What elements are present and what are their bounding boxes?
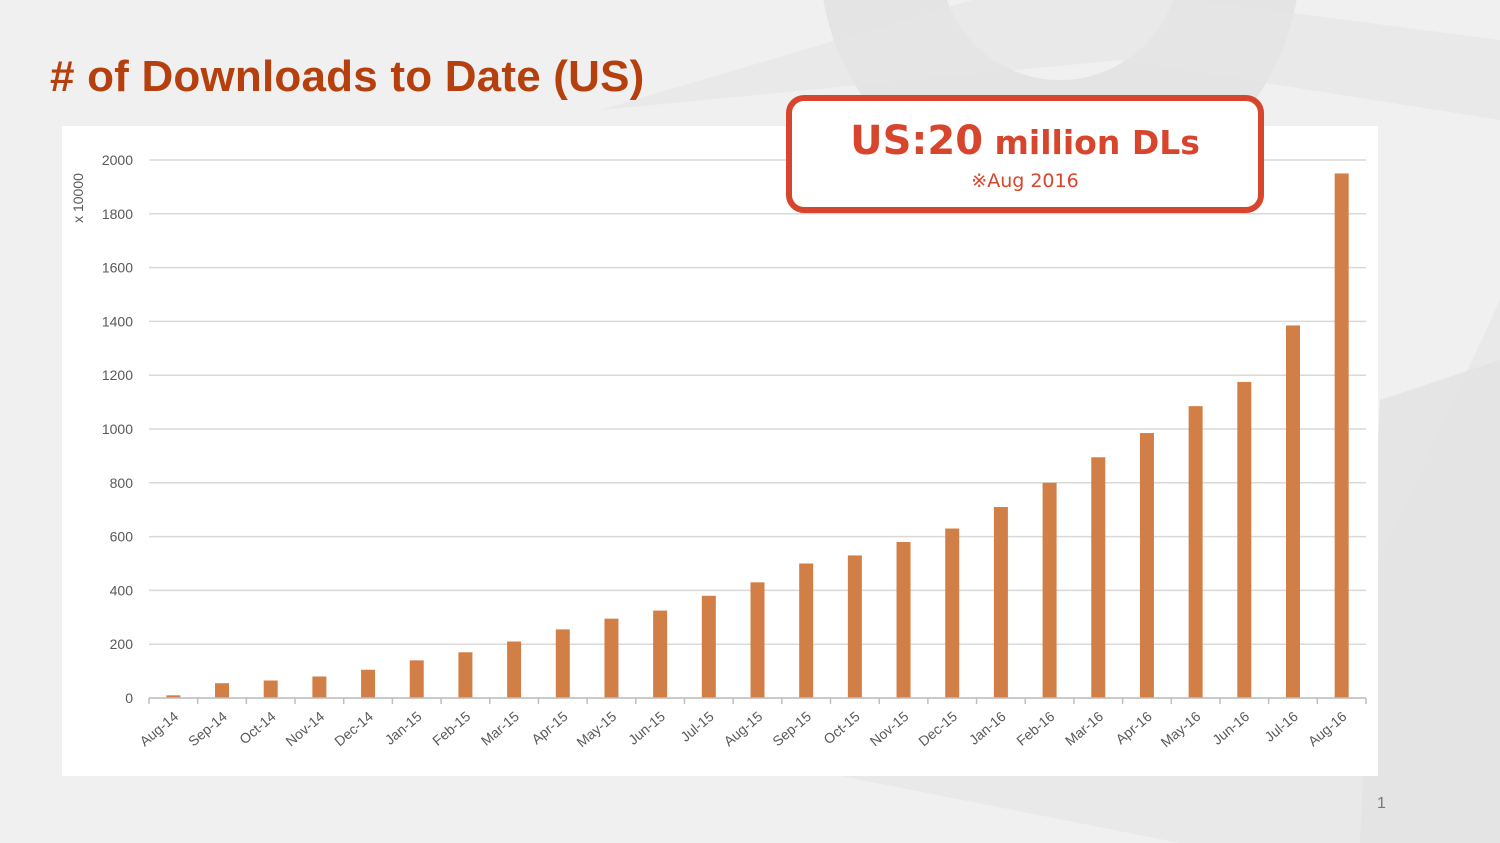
bar bbox=[750, 582, 765, 698]
x-tick-label: May-15 bbox=[573, 708, 619, 750]
downloads-bar-chart: 0 200 400 600 800 1000 1200 1400 1600 1800 2000 x 1… bbox=[70, 152, 1367, 750]
x-tick-label: Aug-14 bbox=[136, 708, 181, 749]
y-tick-label: 1800 bbox=[102, 206, 133, 222]
x-tick-label: Nov-14 bbox=[282, 708, 327, 749]
x-tick-label: Mar-15 bbox=[478, 708, 522, 749]
bar bbox=[263, 680, 278, 698]
slide-title: # of Downloads to Date (US) bbox=[50, 52, 645, 101]
bar bbox=[945, 528, 960, 698]
x-tick-label: May-16 bbox=[1157, 708, 1203, 750]
y-tick-label: 200 bbox=[110, 636, 134, 652]
callout-number: 20 bbox=[927, 118, 984, 164]
x-tick-label: Apr-15 bbox=[528, 708, 571, 747]
callout-box: US:20 million DLs ※Aug 2016 bbox=[786, 95, 1264, 213]
x-tick-label: Jul-15 bbox=[677, 708, 717, 745]
y-tick-label: 1400 bbox=[102, 313, 133, 329]
bar bbox=[361, 669, 376, 698]
y-tick-label: 1200 bbox=[102, 367, 133, 383]
callout-suffix: million DLs bbox=[983, 123, 1200, 162]
bar bbox=[701, 595, 716, 698]
bar bbox=[409, 660, 424, 698]
page-number: 1 bbox=[1377, 795, 1386, 812]
y-tick-label: 800 bbox=[110, 475, 134, 491]
y-tick-label: 1600 bbox=[102, 260, 133, 276]
x-tick-label: Dec-15 bbox=[915, 708, 960, 749]
y-tick-label: 1000 bbox=[102, 421, 133, 437]
x-tick-label: Sep-15 bbox=[769, 708, 814, 749]
callout-note: ※Aug 2016 bbox=[971, 170, 1079, 192]
bar bbox=[1091, 457, 1106, 698]
x-tick-label: Aug-16 bbox=[1305, 708, 1350, 749]
bar bbox=[458, 652, 473, 698]
x-tick-label: Apr-16 bbox=[1112, 708, 1155, 747]
bar bbox=[896, 541, 911, 698]
x-tick-label: Jan-16 bbox=[966, 708, 1009, 748]
y-tick-label: 400 bbox=[110, 582, 134, 598]
bar bbox=[166, 695, 181, 698]
y-tick-label: 0 bbox=[125, 690, 133, 706]
bar bbox=[1188, 406, 1203, 698]
x-tick-label: Feb-15 bbox=[429, 708, 473, 749]
bar bbox=[1285, 325, 1300, 698]
x-tick-label: Sep-14 bbox=[185, 708, 230, 749]
y-tick-label: 2000 bbox=[102, 152, 133, 168]
bar bbox=[1042, 482, 1057, 698]
x-tick-label: Jan-15 bbox=[382, 708, 425, 748]
x-tick-label: Feb-16 bbox=[1013, 708, 1057, 749]
x-tick-label: Jun-15 bbox=[625, 708, 668, 748]
x-tick-label: Mar-16 bbox=[1062, 708, 1106, 749]
callout-headline: US:20 million DLs bbox=[792, 121, 1258, 161]
bar bbox=[604, 618, 619, 698]
x-tick-label: Jul-16 bbox=[1261, 708, 1301, 745]
bar bbox=[653, 610, 668, 698]
bar bbox=[993, 507, 1008, 698]
x-tick-label: Oct-15 bbox=[820, 708, 863, 747]
y-tick-label: 600 bbox=[110, 529, 134, 545]
bar bbox=[1139, 433, 1154, 698]
x-tick-label: Jun-16 bbox=[1209, 708, 1252, 748]
bar bbox=[312, 676, 327, 698]
bar bbox=[507, 641, 522, 698]
x-tick-label: Nov-15 bbox=[867, 708, 912, 749]
bar bbox=[215, 683, 230, 698]
x-tick-label: Oct-14 bbox=[236, 708, 279, 747]
bar bbox=[799, 563, 814, 698]
x-tick-label: Aug-15 bbox=[721, 708, 766, 749]
bar bbox=[1237, 381, 1252, 698]
y-axis-title: x 10000 bbox=[70, 173, 86, 223]
x-tick-label: Dec-14 bbox=[331, 708, 376, 749]
chart-panel: 0 200 400 600 800 1000 1200 1400 1600 1800 2000 x 1… bbox=[62, 126, 1378, 776]
bar bbox=[847, 555, 862, 698]
callout-prefix: US: bbox=[850, 118, 928, 164]
bar bbox=[1334, 173, 1349, 698]
bar bbox=[555, 629, 570, 698]
